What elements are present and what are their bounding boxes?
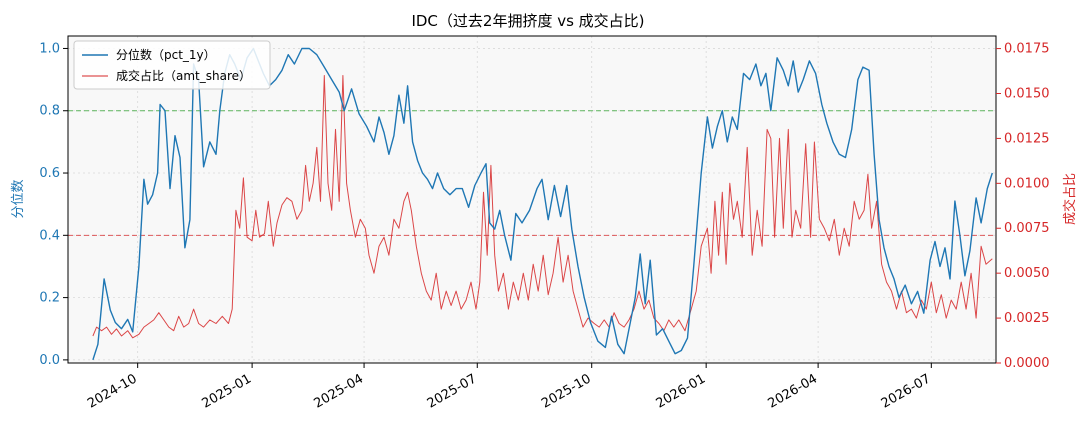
x-tick-label-3: 2025-07	[425, 371, 480, 411]
x-tick-label-6: 2026-04	[766, 371, 821, 411]
legend-label-pct: 分位数（pct_1y）	[116, 47, 216, 62]
x-tick-label-1: 2025-01	[200, 371, 255, 411]
left-tick-label-3: 0.6	[39, 166, 60, 181]
x-tick-label-0: 2024-10	[85, 371, 140, 411]
right-tick-label-0: 0.0000	[1004, 356, 1050, 371]
right-axis: 0.0000 0.0025 0.0050 0.0075 0.0100 0.0125 0.01…	[996, 42, 1050, 371]
legend-label-amt: 成交占比（amt_share）	[116, 68, 251, 83]
left-axis: 0.0 0.2 0.4 0.6 0.8 1.0	[39, 41, 68, 368]
left-tick-label-0: 0.0	[39, 353, 60, 368]
left-tick-label-4: 0.8	[39, 104, 60, 119]
x-tick-label-7: 2026-07	[879, 371, 934, 411]
right-tick-label-1: 0.0025	[1004, 311, 1050, 326]
right-axis-label: 成交占比	[1062, 173, 1078, 225]
reference-lines	[68, 110, 996, 236]
plot-frame	[67, 35, 997, 364]
right-tick-label-2: 0.0050	[1004, 266, 1050, 281]
legend: 分位数（pct_1y） 成交占比（amt_share）	[73, 40, 271, 90]
right-tick-label-6: 0.0150	[1004, 86, 1050, 101]
right-tick-label-4: 0.0100	[1004, 176, 1050, 191]
right-tick-label-5: 0.0125	[1004, 131, 1050, 146]
x-tick-label-4: 2025-10	[539, 371, 594, 411]
right-tick-label-7: 0.0175	[1004, 42, 1050, 57]
legend-box	[73, 40, 271, 90]
left-tick-label-2: 0.4	[39, 228, 60, 243]
series-line-1	[92, 75, 993, 339]
left-tick-label-1: 0.2	[39, 291, 60, 306]
x-tick-label-5: 2026-01	[654, 371, 709, 411]
right-tick-label-3: 0.0075	[1004, 221, 1050, 236]
left-tick-label-5: 1.0	[39, 41, 60, 56]
x-tick-label-2: 2025-04	[312, 371, 367, 411]
x-axis: 2024-10 2025-01 2025-04 2025-07 2025-10 2026-…	[85, 363, 933, 412]
left-axis-label: 分位数	[11, 179, 26, 218]
chart-title: IDC（过去2年拥挤度 vs 成交占比)	[411, 12, 644, 30]
